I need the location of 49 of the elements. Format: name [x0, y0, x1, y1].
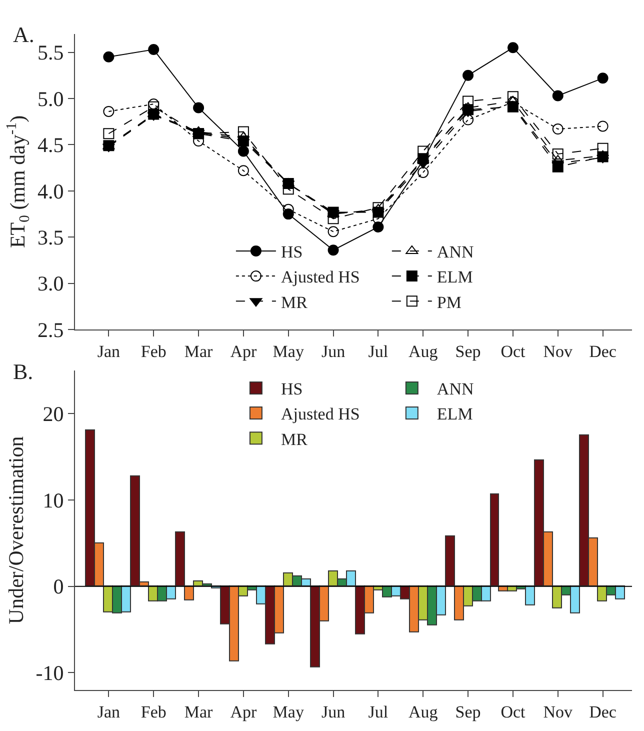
x-tick-label: Jun [321, 342, 346, 361]
x-tick-label: Jun [321, 702, 346, 722]
x-tick-label: Feb [140, 702, 166, 722]
y-tick-label: 20 [42, 402, 64, 426]
y-tick-label: 10 [42, 488, 64, 512]
legend-label: MR [280, 430, 308, 449]
x-tick-label: Feb [140, 342, 166, 361]
x-tick-label: Sep [455, 702, 481, 722]
y-tick-label: 3.0 [38, 272, 64, 296]
y-tick-label: 3.5 [38, 226, 64, 250]
x-tick-label: Nov [543, 702, 574, 722]
x-tick-label: Aug [408, 702, 438, 722]
x-tick-label: Jul [368, 702, 388, 722]
legend-label: PM [436, 292, 462, 312]
y-tick-label: -10 [36, 661, 64, 686]
x-tick-label: Dec [589, 702, 617, 722]
legend-label: ANN [436, 380, 474, 399]
x-tick-label: Jan [97, 702, 121, 722]
x-tick-label: Oct [500, 342, 526, 361]
x-tick-label: Nov [543, 342, 574, 361]
legend-label: Ajusted HS [280, 404, 360, 424]
x-tick-label: Mar [184, 342, 214, 361]
x-tick-label: May [272, 702, 304, 722]
legend-label: HS [280, 242, 303, 262]
x-tick-label: May [272, 342, 304, 361]
x-tick-label: Jul [368, 342, 388, 361]
legend-label: HS [280, 380, 303, 399]
x-tick-label: Mar [184, 702, 214, 722]
chart-title: A. [13, 22, 34, 47]
y-tick-label: 5.5 [38, 40, 64, 65]
y-tick-label: 2.5 [38, 318, 64, 342]
legend-label: MR [280, 292, 308, 312]
x-tick-label: Jan [97, 342, 121, 361]
y-tick-label: 4.0 [38, 179, 64, 204]
y-tick-label: 0 [53, 574, 64, 599]
x-tick-label: Apr [230, 342, 257, 361]
x-tick-label: Sep [455, 342, 481, 361]
legend-label: Ajusted HS [280, 268, 360, 287]
y-tick-label: 4.5 [38, 133, 64, 158]
legend-label: ANN [436, 242, 474, 262]
x-tick-label: Apr [230, 702, 257, 722]
chart-title: B. [13, 359, 34, 384]
x-tick-label: Oct [500, 702, 526, 722]
y-tick-label: 5.0 [38, 86, 64, 111]
x-tick-label: Dec [589, 342, 617, 361]
legend-label: ELM [436, 404, 473, 424]
y-axis-title: Under/Overestimation [4, 436, 28, 624]
legend-label: ELM [436, 268, 473, 287]
x-tick-label: Aug [408, 342, 438, 361]
